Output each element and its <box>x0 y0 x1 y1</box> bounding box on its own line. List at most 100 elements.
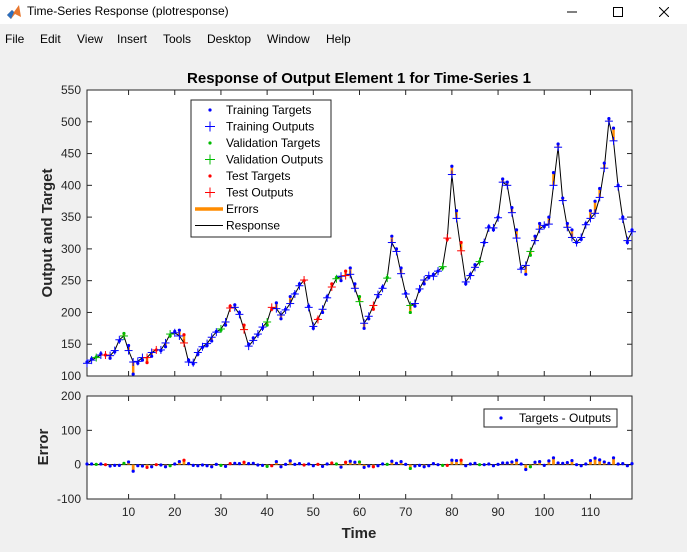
error-bar <box>612 457 615 465</box>
legend-dot-marker <box>208 141 212 145</box>
matlab-icon <box>7 5 21 19</box>
target-point <box>242 323 246 327</box>
chart-title: Response of Output Element 1 for Time-Se… <box>187 70 531 87</box>
error-point <box>427 464 431 468</box>
output-marker <box>179 338 188 347</box>
legend-entry-label: Training Outputs <box>226 120 314 134</box>
output-marker <box>258 323 267 332</box>
menu-desktop[interactable]: Desktop <box>207 32 252 46</box>
output-marker <box>517 265 526 274</box>
error-point <box>408 466 412 471</box>
output-marker <box>424 271 433 280</box>
error-x-tick-label: 100 <box>534 505 554 519</box>
error-point <box>307 462 311 466</box>
target-point <box>353 282 357 286</box>
target-point <box>524 272 528 276</box>
output-marker <box>595 193 604 202</box>
output-marker <box>295 281 304 290</box>
error-point <box>574 463 579 467</box>
error-point <box>367 464 371 468</box>
error-point <box>247 462 251 466</box>
close-button[interactable] <box>641 0 687 24</box>
error-point <box>533 460 537 464</box>
error-x-tick-label: 40 <box>260 505 274 519</box>
error-point <box>376 464 380 468</box>
menu-edit[interactable]: Edit <box>40 32 61 46</box>
error-point <box>399 459 403 464</box>
error-point <box>334 462 339 466</box>
error-x-tick-label: 110 <box>581 505 600 519</box>
output-marker <box>531 236 540 245</box>
error-point <box>90 462 94 466</box>
error-bar <box>570 460 574 465</box>
target-point <box>344 269 348 273</box>
target-point <box>510 205 514 210</box>
output-marker <box>193 348 202 357</box>
error-point <box>394 461 399 465</box>
response-y-tick-label: 200 <box>61 305 81 319</box>
output-marker <box>540 221 549 230</box>
error-point <box>561 461 565 465</box>
target-point <box>538 221 542 226</box>
error-point <box>251 461 255 465</box>
error-point <box>353 460 357 464</box>
target-point <box>357 294 362 299</box>
figure-canvas: 100 150 200 250 300 350 400 450 500 550 Response … <box>0 49 687 547</box>
output-marker <box>244 342 253 351</box>
target-point <box>533 234 537 238</box>
output-marker <box>221 317 230 326</box>
response-y-tick-label: 450 <box>61 147 81 161</box>
output-marker <box>267 303 276 312</box>
error-point <box>163 465 168 469</box>
output-marker <box>507 208 516 217</box>
target-point <box>588 209 593 213</box>
error-y-tick-label: 0 <box>74 458 81 472</box>
error-point <box>519 462 523 466</box>
error-x-tick-label: 10 <box>122 505 136 519</box>
menu-tools[interactable]: Tools <box>163 32 192 46</box>
output-marker <box>300 276 309 285</box>
menu-view[interactable]: View <box>77 32 103 46</box>
output-marker <box>498 178 507 187</box>
target-point <box>454 209 459 213</box>
error-point <box>565 461 569 465</box>
menu-file[interactable]: File <box>5 32 25 46</box>
error-point <box>630 462 634 466</box>
error-point <box>357 460 362 464</box>
output-marker <box>503 181 512 190</box>
minimize-button[interactable] <box>549 0 595 24</box>
menu-insert[interactable]: Insert <box>117 32 148 46</box>
error-bar <box>348 461 352 465</box>
target-point <box>399 266 403 270</box>
output-marker <box>170 328 179 337</box>
maximize-button[interactable] <box>595 0 641 24</box>
output-marker <box>373 290 382 299</box>
target-point <box>126 343 131 348</box>
error-point <box>390 459 394 463</box>
target-point <box>145 361 149 365</box>
error-point <box>103 463 108 467</box>
legend-dot-marker <box>499 416 503 420</box>
error-point <box>441 463 445 467</box>
output-marker <box>406 301 415 310</box>
menu-window[interactable]: Window <box>267 32 310 46</box>
legend-entry-label: Validation Targets <box>226 136 320 150</box>
minimize-icon <box>567 11 577 13</box>
response-y-tick-label: 350 <box>61 210 81 224</box>
error-point <box>445 463 449 467</box>
output-marker <box>346 270 355 279</box>
output-marker <box>175 331 184 340</box>
error-point <box>177 459 181 464</box>
target-point <box>288 294 292 299</box>
output-marker <box>290 290 299 299</box>
error-point <box>279 465 283 469</box>
output-marker <box>618 215 627 224</box>
error-x-tick-label: 20 <box>168 505 182 519</box>
error-point <box>371 465 375 469</box>
menu-help[interactable]: Help <box>326 32 351 46</box>
output-marker <box>415 284 424 293</box>
response-y-tick-label: 400 <box>61 178 81 192</box>
error-point <box>159 463 163 467</box>
error-point <box>491 464 496 468</box>
output-marker <box>207 333 216 342</box>
